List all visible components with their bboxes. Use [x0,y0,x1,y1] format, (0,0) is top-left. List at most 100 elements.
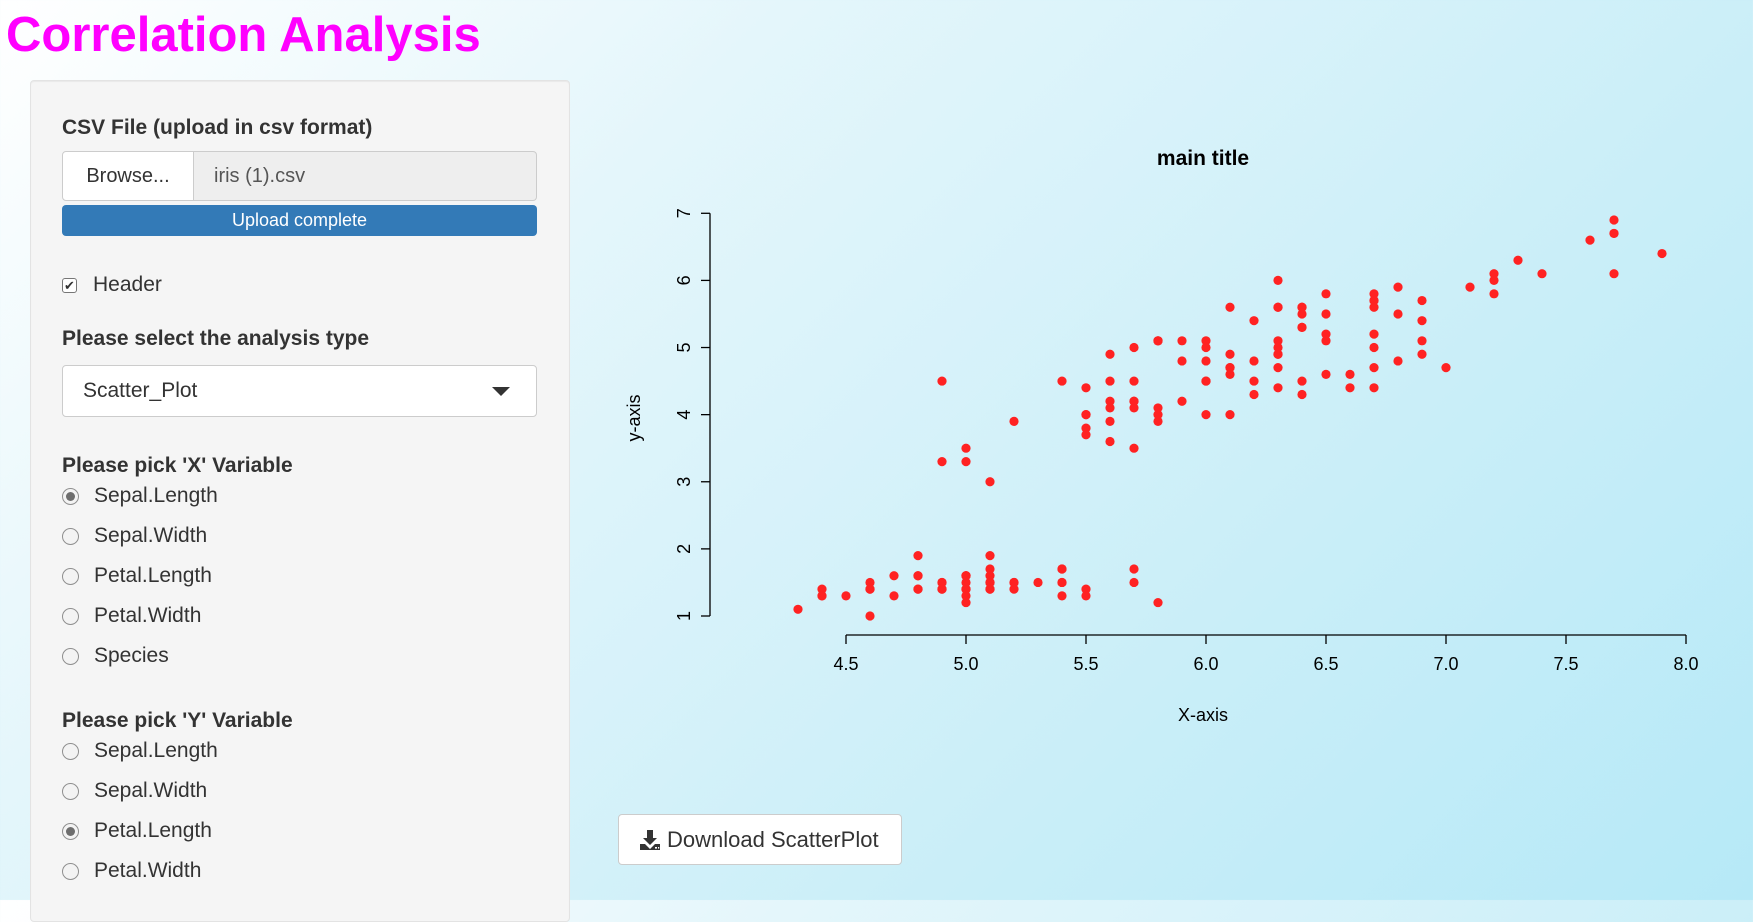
data-point [1129,396,1139,406]
scatter-plot: main title X-axis y-axis 4.5 5.0 5.5 6.0 6.5… [624,147,1699,725]
x-radio-species[interactable]: Species [62,644,169,668]
data-point [1105,349,1115,359]
data-point [1129,403,1139,413]
data-point [1345,383,1355,393]
data-point [1081,584,1091,594]
radio-button[interactable] [62,782,79,800]
radio-label: Petal.Length [94,819,212,842]
data-point [817,584,827,594]
data-point [889,571,899,581]
radio-button[interactable] [62,647,79,665]
data-point [1273,275,1283,286]
data-point [865,577,875,588]
analysis-type-value: Scatter_Plot [83,379,198,402]
data-point [961,443,971,453]
radio-button[interactable] [62,742,79,760]
data-point [1369,289,1379,299]
data-point [1297,302,1307,312]
y-axis-label: y-axis [624,394,644,441]
data-point [841,591,851,601]
radio-label: Sepal.Length [94,739,218,762]
x-variable-label: Please pick 'X' Variable [62,454,293,477]
radio-button[interactable] [62,527,79,545]
radio-label: Species [94,644,169,667]
radio-label: Sepal.Length [94,484,218,507]
data-point [1177,356,1187,366]
data-point [1201,410,1211,420]
x-tick-label: 5.5 [1073,654,1098,674]
radio-button[interactable] [62,487,79,505]
radio-button[interactable] [62,607,79,625]
y-radio-petal-length[interactable]: Petal.Length [62,819,212,843]
radio-button[interactable] [62,862,79,880]
y-tick-label: 6 [674,275,694,285]
data-point [1225,410,1235,420]
data-point [1249,389,1259,400]
x-axis-label: X-axis [1178,705,1228,725]
x-tick-label: 7.0 [1433,654,1458,674]
y-tick-label: 7 [674,208,694,218]
x-tick-label: 5.0 [953,654,978,674]
y-radio-sepal-length[interactable]: Sepal.Length [62,739,218,763]
data-point [1129,564,1139,574]
x-radio-sepal-width[interactable]: Sepal.Width [62,524,207,548]
data-point [1297,376,1307,386]
data-point [1441,363,1451,373]
radio-button[interactable] [62,567,79,585]
download-icon [639,829,661,851]
data-point [1609,228,1619,239]
data-point [1201,356,1211,366]
header-checkbox-row[interactable]: ✔ Header [62,273,162,297]
data-point [1489,275,1499,286]
data-point [1321,369,1331,379]
data-point [1225,302,1235,312]
data-points [793,215,1667,621]
data-point [985,584,995,594]
data-point [1153,336,1163,346]
data-point [937,584,947,594]
data-point [1225,349,1235,359]
data-point [1153,416,1163,426]
data-point [1249,356,1259,366]
data-point [1057,376,1067,386]
data-point [1009,577,1019,588]
data-point [1129,376,1139,386]
header-checkbox[interactable]: ✔ [62,277,77,293]
analysis-type-label: Please select the analysis type [62,327,370,350]
data-point [1249,376,1259,386]
x-tick-label: 6.0 [1193,654,1218,674]
data-point [1321,329,1331,339]
download-button-label: Download ScatterPlot [667,826,879,852]
data-point [1465,282,1475,292]
data-point [961,571,971,581]
x-radio-sepal-length[interactable]: Sepal.Length [62,484,218,508]
data-point [1609,269,1619,279]
data-point [1129,577,1139,588]
data-point [1057,564,1067,574]
data-point [1225,369,1235,379]
y-radio-petal-width[interactable]: Petal.Width [62,859,201,883]
download-scatterplot-button[interactable]: Download ScatterPlot [618,814,902,865]
data-point [1105,436,1115,447]
data-point [985,577,995,588]
upload-progress-bar: Upload complete [62,205,537,236]
data-point [1273,363,1283,373]
data-point [889,591,899,601]
radio-button[interactable] [62,822,79,840]
file-name-field: iris (1).csv [194,151,537,201]
data-point [1273,349,1283,359]
y-tick-label: 4 [674,410,694,420]
y-radio-sepal-width[interactable]: Sepal.Width [62,779,207,803]
x-radio-petal-length[interactable]: Petal.Length [62,564,212,588]
file-input-label: CSV File (upload in csv format) [62,116,373,139]
data-point [1513,255,1523,265]
data-point [937,457,947,467]
chevron-down-icon [492,387,510,396]
data-point [1345,369,1355,379]
x-radio-petal-width[interactable]: Petal.Width [62,604,201,628]
data-point [913,550,923,561]
data-point [1321,336,1331,346]
analysis-type-select[interactable]: Scatter_Plot [62,365,537,417]
browse-button[interactable]: Browse... [62,151,194,201]
data-point [1393,309,1403,319]
